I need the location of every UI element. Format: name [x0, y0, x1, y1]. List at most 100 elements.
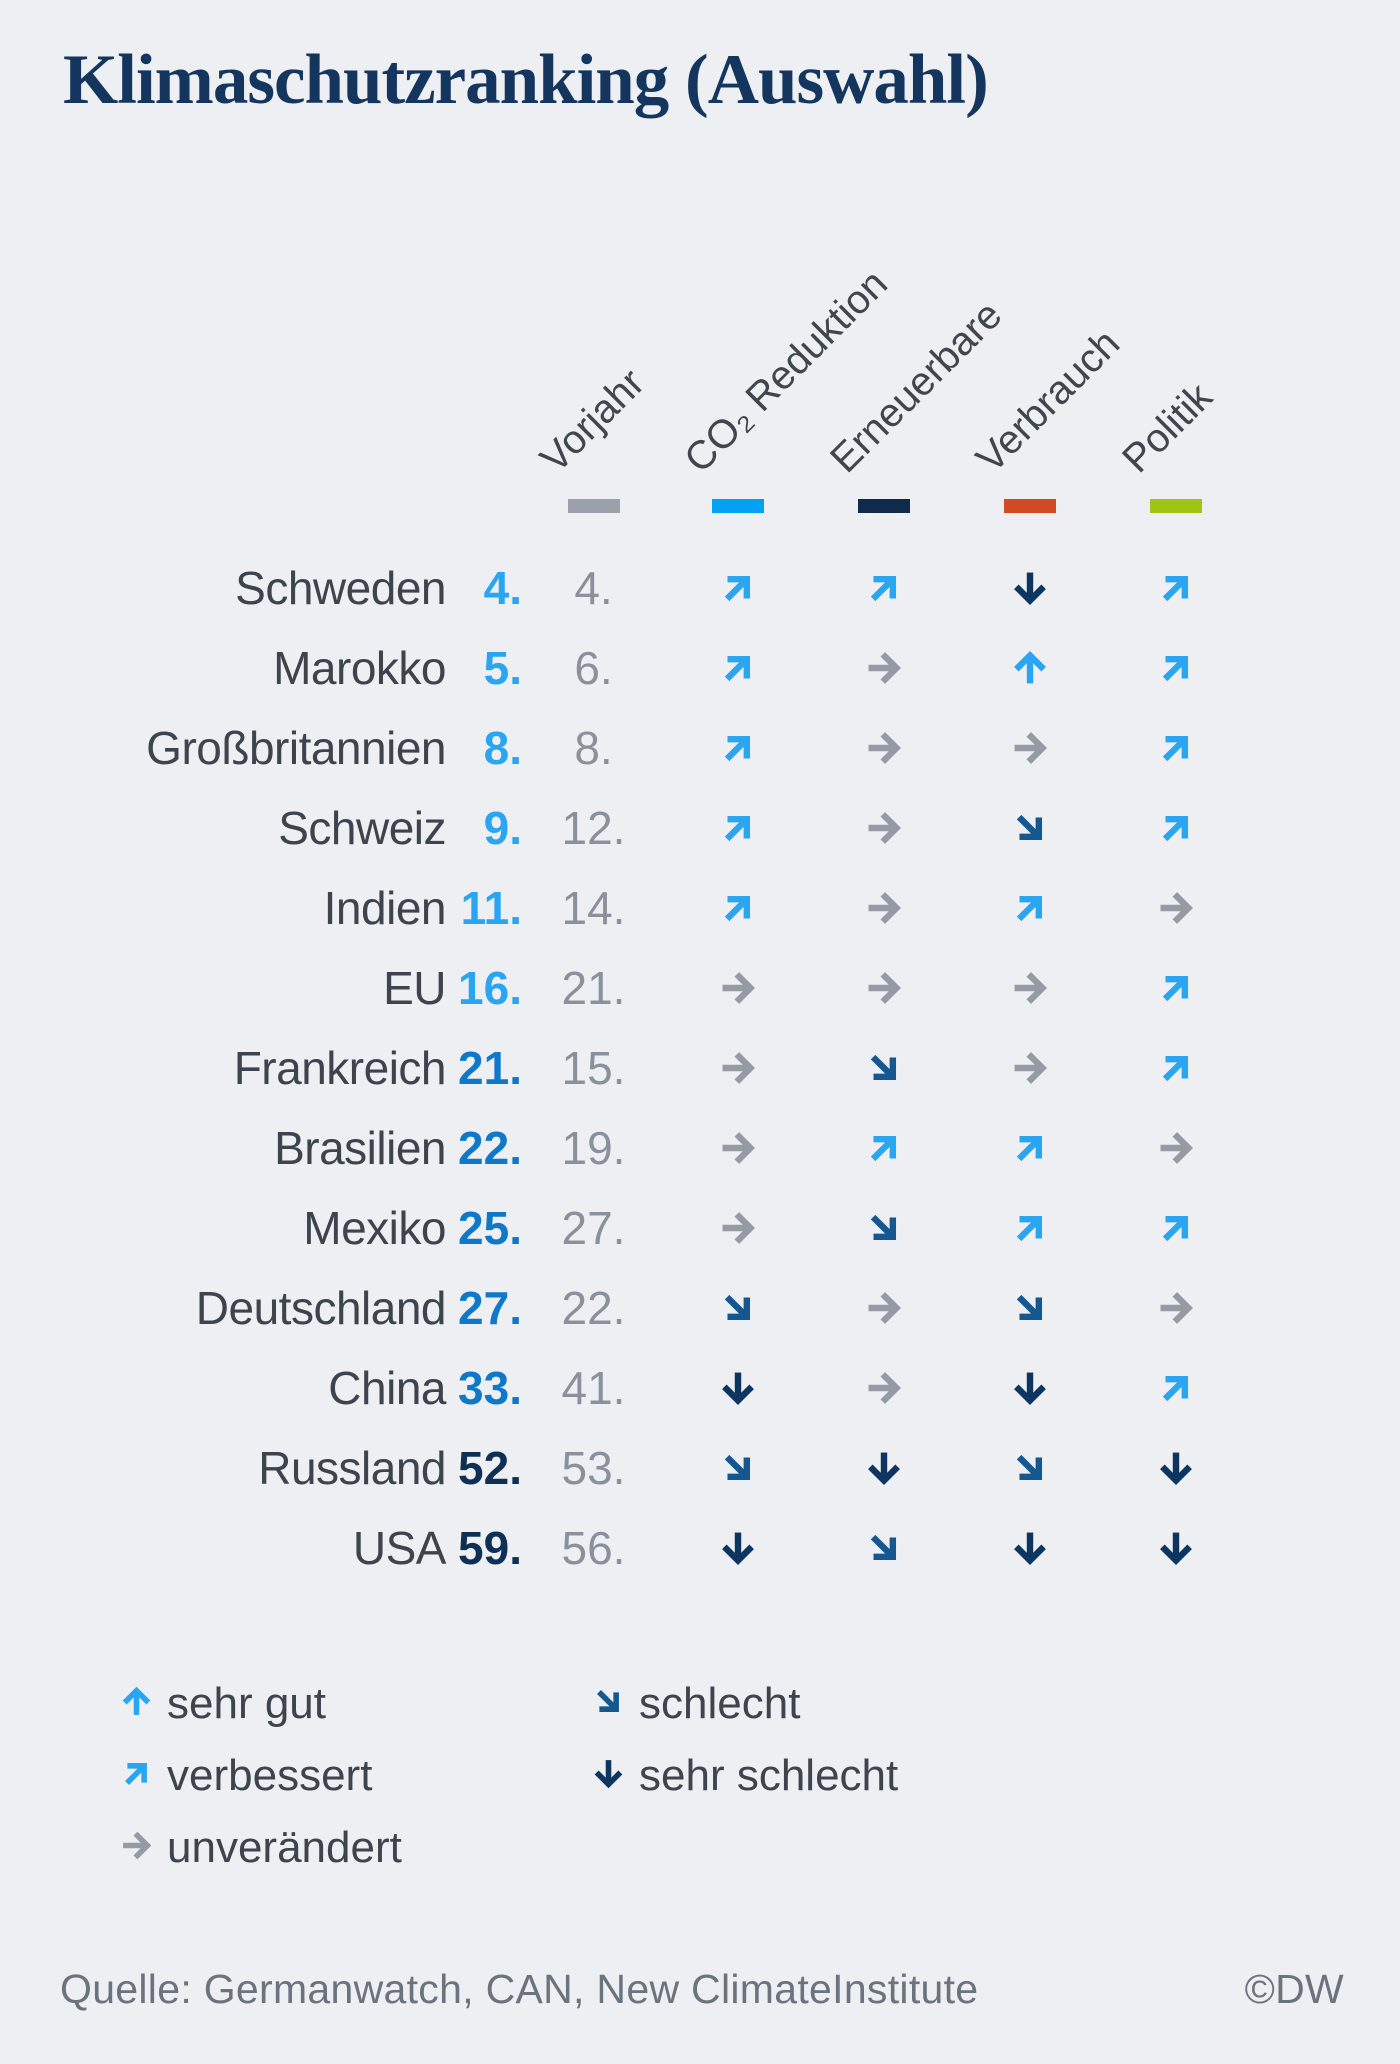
trend-verbessert-icon: [1162, 1375, 1189, 1402]
rank-value: 8.: [483, 722, 522, 774]
trend-sehr-gut-icon: [122, 1686, 151, 1715]
legend-column-right: schlecht sehr schlecht: [592, 1678, 898, 1874]
ranking-rows: Schweden 4. 4. Marokko 5. 6. Großbritannien 8. 8…: [60, 548, 1249, 1588]
rank-value: 5.: [483, 642, 522, 694]
legend-item-sehr-schlecht: sehr schlecht: [592, 1750, 898, 1802]
rank-value: 21.: [458, 1042, 522, 1094]
trend-cell: [957, 809, 1103, 847]
trend-unveraendert-icon: [868, 892, 902, 924]
country-label: Marokko: [273, 642, 446, 694]
trend-verbessert-icon: [1016, 895, 1043, 922]
trend-sehr-schlecht-icon: [722, 1372, 754, 1406]
country-label: EU: [383, 962, 446, 1014]
vorjahr-value: 53.: [561, 1442, 626, 1494]
footer: Quelle: Germanwatch, CAN, New ClimateIns…: [60, 1966, 1344, 2013]
trend-verbessert-icon: [1162, 975, 1189, 1002]
legend-item-schlecht: schlecht: [592, 1678, 898, 1730]
trend-cell: [957, 1289, 1103, 1327]
trend-unveraendert-icon: [1160, 892, 1194, 924]
legend-arrow: [120, 1679, 153, 1729]
rank-value: 22.: [458, 1122, 522, 1174]
trend-cell: [1103, 729, 1249, 767]
legend-label: verbessert: [167, 1751, 373, 1800]
trend-cell: [811, 649, 957, 687]
table-row: Brasilien 22. 19.: [60, 1108, 1249, 1188]
country-label: Schweden: [235, 562, 446, 614]
trend-sehr-schlecht-icon: [1160, 1452, 1192, 1486]
trend-sehr-gut-icon: [1014, 650, 1046, 684]
legend-label: sehr gut: [167, 1679, 326, 1728]
table-row: Marokko 5. 6.: [60, 628, 1249, 708]
country-label: Großbritannien: [146, 722, 446, 774]
trend-schlecht-icon: [870, 1214, 897, 1241]
trend-cell: [811, 809, 957, 847]
trend-cell: [1103, 1049, 1249, 1087]
trend-cell: [665, 1209, 811, 1247]
trend-verbessert-icon: [724, 735, 751, 762]
rank-value: 16.: [458, 962, 522, 1014]
trend-cell: [1103, 1369, 1249, 1407]
trend-cell: [665, 1289, 811, 1327]
column-swatch-verbrauch: [1004, 499, 1056, 513]
column-header-vorjahr: Vorjahr: [531, 360, 653, 482]
table-row: China 33. 41.: [60, 1348, 1249, 1428]
trend-verbessert-icon: [724, 815, 751, 842]
trend-cell: [665, 889, 811, 927]
country-label: Brasilien: [274, 1122, 446, 1174]
country-label: USA: [352, 1522, 447, 1574]
trend-cell: [1103, 809, 1249, 847]
country-label: Schweiz: [278, 802, 446, 854]
trend-cell: [811, 969, 957, 1007]
table-row: Großbritannien 8. 8.: [60, 708, 1249, 788]
trend-unveraendert-icon: [123, 1831, 152, 1860]
table-row: Indien 11. 14.: [60, 868, 1249, 948]
trend-unveraendert-icon: [722, 972, 756, 1004]
vorjahr-value: 56.: [561, 1522, 626, 1574]
table-row: Russland 52. 53.: [60, 1428, 1249, 1508]
country-label: Indien: [323, 882, 447, 934]
trend-cell: [957, 729, 1103, 767]
legend-item-sehr-gut: sehr gut: [120, 1678, 592, 1730]
trend-schlecht-icon: [724, 1454, 751, 1481]
rank-value: 25.: [458, 1202, 522, 1254]
trend-cell: [1103, 1209, 1249, 1247]
trend-schlecht-icon: [1016, 814, 1043, 841]
rank-value: 52.: [458, 1442, 522, 1494]
table-row: Schweden 4. 4.: [60, 548, 1249, 628]
trend-cell: [665, 1049, 811, 1087]
trend-unveraendert-icon: [1160, 1292, 1194, 1324]
legend-arrow: [592, 1679, 625, 1729]
trend-verbessert-icon: [1162, 1215, 1189, 1242]
trend-unveraendert-icon: [1014, 732, 1048, 764]
country-label: China: [328, 1362, 446, 1414]
legend-arrow: [120, 1751, 153, 1801]
trend-verbessert-icon: [1016, 1135, 1043, 1162]
table-row: USA 59. 56.: [60, 1508, 1249, 1588]
legend-column-left: sehr gut verbessert unverändert: [120, 1678, 592, 1874]
rank-value: 4.: [483, 562, 522, 614]
trend-cell: [1103, 649, 1249, 687]
trend-cell: [665, 649, 811, 687]
trend-cell: [957, 649, 1103, 687]
trend-verbessert-icon: [1162, 1055, 1189, 1082]
trend-unveraendert-icon: [868, 732, 902, 764]
table-row: Mexiko 25. 27.: [60, 1188, 1249, 1268]
trend-cell: [665, 1369, 811, 1407]
trend-cell: [957, 1529, 1103, 1567]
vorjahr-value: 8.: [574, 722, 613, 774]
trend-cell: [665, 1449, 811, 1487]
source-credit: Quelle: Germanwatch, CAN, New ClimateIns…: [60, 1966, 979, 2012]
column-header-politik: Politik: [1114, 374, 1221, 482]
trend-cell: [957, 569, 1103, 607]
vorjahr-value: 14.: [561, 882, 626, 934]
rank-value: 11.: [460, 882, 522, 934]
table-row: Deutschland 27. 22.: [60, 1268, 1249, 1348]
column-swatch-co2-reduktion: [712, 499, 764, 513]
trend-cell: [957, 1049, 1103, 1087]
trend-cell: [1103, 1529, 1249, 1567]
trend-unveraendert-icon: [1014, 972, 1048, 1004]
rank-value: 27.: [458, 1282, 522, 1334]
legend-arrow: [592, 1751, 625, 1801]
trend-cell: [957, 969, 1103, 1007]
table-row: Frankreich 21. 15.: [60, 1028, 1249, 1108]
